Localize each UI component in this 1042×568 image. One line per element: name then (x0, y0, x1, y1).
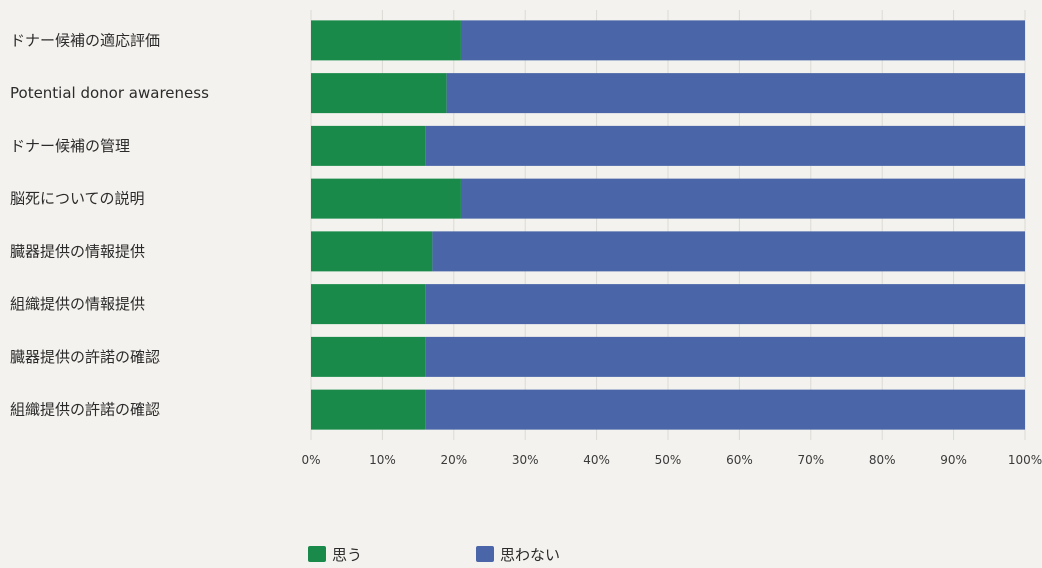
bar-segment-omowanai (425, 125, 1025, 166)
legend-label: 思わない (500, 546, 560, 564)
x-tick-label: 0% (301, 453, 320, 467)
bar-segment-omowanai (460, 20, 1025, 61)
bar-segment-omowanai (432, 231, 1025, 272)
legend-swatch (476, 546, 494, 562)
bar-segment-omowanai (425, 284, 1025, 325)
x-tick-label: 20% (440, 453, 467, 467)
x-tick-label: 70% (797, 453, 824, 467)
bar-segment-omou (311, 231, 433, 272)
legend-label: 思う (332, 546, 362, 564)
category-label: ドナー候補の適応評価 (10, 31, 160, 49)
bar-segment-omou (311, 284, 426, 325)
bar-segment-omowanai (460, 178, 1025, 219)
bar-segment-omowanai (425, 389, 1025, 430)
category-labels: ドナー候補の適応評価 Potential donor awareness ドナー候補… (10, 31, 209, 418)
x-tick-label: 100% (1008, 453, 1042, 467)
bar-segment-omou (311, 20, 461, 61)
category-label: ドナー候補の管理 (10, 137, 130, 155)
legend: 思う 思わない (308, 546, 560, 564)
category-label: 臓器提供の許諾の確認 (10, 348, 160, 366)
legend-swatch (308, 546, 326, 562)
x-tick-label: 30% (512, 453, 539, 467)
bar-segment-omou (311, 125, 426, 166)
x-tick-label: 50% (655, 453, 682, 467)
category-label: Potential donor awareness (10, 84, 209, 102)
bar-segment-omou (311, 336, 426, 377)
bar-segment-omowanai (446, 73, 1025, 114)
category-label: 組織提供の情報提供 (10, 295, 145, 313)
x-tick-label: 60% (726, 453, 753, 467)
bar-segment-omou (311, 178, 461, 219)
bar-segment-omou (311, 389, 426, 430)
bars (311, 20, 1025, 430)
x-tick-label: 90% (940, 453, 967, 467)
x-tick-label: 10% (369, 453, 396, 467)
bar-segment-omowanai (425, 336, 1025, 377)
x-tick-label: 80% (869, 453, 896, 467)
category-label: 臓器提供の情報提供 (10, 242, 145, 260)
category-label: 組織提供の許諾の確認 (10, 401, 160, 419)
category-label: 脳死についての説明 (10, 190, 145, 208)
x-tick-label: 40% (583, 453, 610, 467)
bar-segment-omou (311, 73, 447, 114)
x-tick-labels: 0% 10% 20% 30% 40% 50% 60% 70% 80% 90% 100% (301, 453, 1042, 467)
